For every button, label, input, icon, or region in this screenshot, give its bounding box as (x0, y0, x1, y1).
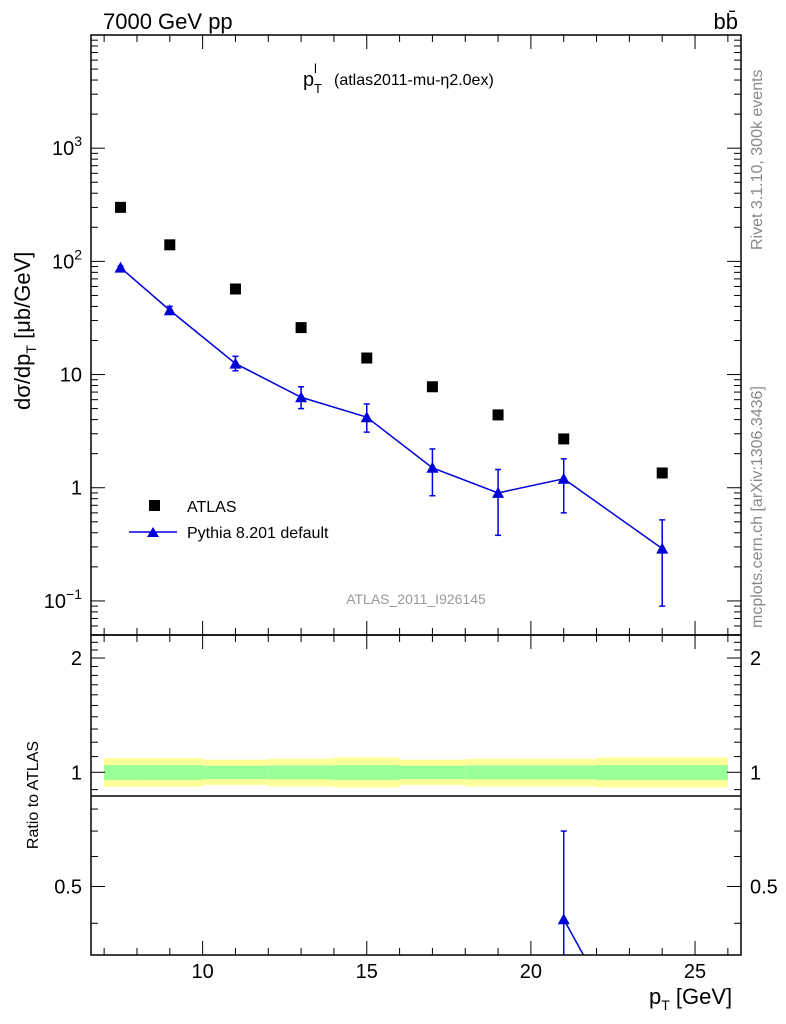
ratio-y-tick-label: 0.5 (54, 877, 82, 899)
ratio-frame (90, 634, 742, 956)
plot-title: p T l (atlas2011-mu-η2.0ex) (303, 61, 494, 96)
pythia-point (229, 357, 242, 369)
side-info-top: Rivet 3.1.10, 300k events (749, 69, 766, 250)
ratio-y-tick-label: 2 (71, 648, 82, 670)
legend-atlas-marker (149, 500, 160, 511)
ratio-y-tick-labels: 0.5 0.5 1 1 2 2 (54, 648, 778, 898)
main-panel: 10−1 1 10 102 103 (44, 34, 742, 636)
ratio-band-inner (104, 765, 137, 780)
svg-text:mcplots.cern.ch [arXiv:1306.34: mcplots.cern.ch [arXiv:1306.3436] (749, 386, 766, 628)
pythia-point (295, 391, 308, 403)
ratio-y-tick-label-right: 2 (750, 648, 761, 670)
x-tick-label: 25 (684, 961, 706, 983)
legend: ATLAS Pythia 8.201 default (129, 499, 329, 542)
process-label: bb̄ (714, 9, 738, 34)
ratio-band-inner (333, 765, 400, 780)
ratio-panel: 0.5 0.5 1 1 2 2 (54, 634, 778, 956)
y-tick-label: 103 (52, 133, 82, 160)
ratio-y-tick-label-right: 1 (750, 762, 761, 784)
atlas-point (115, 201, 127, 213)
ratio-y-axis-label: Ratio to ATLAS (25, 741, 42, 849)
svg-text:dσ/dpT [μb/GeV]: dσ/dpT [μb/GeV] (10, 252, 39, 410)
atlas-point (229, 283, 241, 295)
x-tick-labels: 10 15 20 25 (191, 961, 706, 983)
ratio-band-inner (465, 765, 531, 780)
x-tick-label: 10 (191, 961, 213, 983)
y-tick-label: 10−1 (44, 586, 82, 613)
ratio-point (557, 913, 570, 925)
pythia-point (360, 411, 373, 423)
main-axis-ticks (91, 34, 741, 636)
svg-text:Rivet 3.1.10, 300k events: Rivet 3.1.10, 300k events (749, 69, 766, 250)
ratio-band-inner (596, 765, 728, 780)
x-axis-label: pT [GeV] (649, 984, 732, 1013)
pythia-point (656, 542, 669, 554)
plot-title-main: p (303, 69, 314, 91)
plot-title-sup: l (314, 61, 317, 76)
analysis-id: ATLAS_2011_I926145 (346, 591, 486, 607)
y-tick-label: 1 (71, 478, 82, 500)
energy-label: 7000 GeV pp (103, 9, 233, 34)
atlas-point (426, 381, 438, 393)
ratio-band-inner (202, 765, 269, 780)
ratio-band-inner (268, 765, 334, 780)
ratio-y-tick-label: 1 (71, 762, 82, 784)
side-info-bottom: mcplots.cern.ch [arXiv:1306.3436] (749, 386, 766, 628)
ratio-line (563, 918, 585, 955)
ratio-band-inner (530, 765, 597, 780)
legend-pythia-label: Pythia 8.201 default (187, 525, 329, 542)
y-tick-label: 102 (52, 246, 82, 273)
atlas-point (656, 467, 668, 479)
atlas-point (164, 239, 176, 251)
pythia-point (114, 261, 127, 273)
main-frame (90, 34, 742, 636)
svg-text:pT [GeV]: pT [GeV] (649, 984, 732, 1013)
pythia-point (163, 304, 176, 316)
atlas-point (492, 409, 504, 421)
pythia-point (426, 461, 439, 473)
pythia-point (557, 472, 570, 484)
atlas-point (361, 352, 373, 364)
main-data (114, 201, 669, 607)
main-y-axis-label: dσ/dpT [μb/GeV] (10, 252, 39, 410)
atlas-point (295, 322, 307, 334)
ratio-band (104, 757, 728, 788)
ratio-data (557, 830, 585, 955)
legend-atlas-label: ATLAS (187, 499, 237, 516)
pythia-point (492, 486, 505, 498)
plot-subtitle: (atlas2011-mu-η2.0ex) (334, 72, 494, 89)
legend-pythia-marker (147, 527, 159, 537)
ratio-y-tick-label-right: 0.5 (750, 877, 778, 899)
ratio-band-inner (399, 765, 466, 780)
svg-text:Ratio to ATLAS: Ratio to ATLAS (25, 741, 42, 849)
plot-title-sub: T (314, 81, 322, 96)
ratio-band-inner (136, 765, 203, 780)
ratio-axis-ticks (91, 635, 741, 955)
x-tick-label: 15 (356, 961, 378, 983)
atlas-point (558, 433, 570, 445)
main-y-tick-labels: 10−1 1 10 102 103 (44, 133, 82, 613)
y-tick-label: 10 (60, 365, 82, 387)
x-tick-label: 20 (520, 961, 542, 983)
